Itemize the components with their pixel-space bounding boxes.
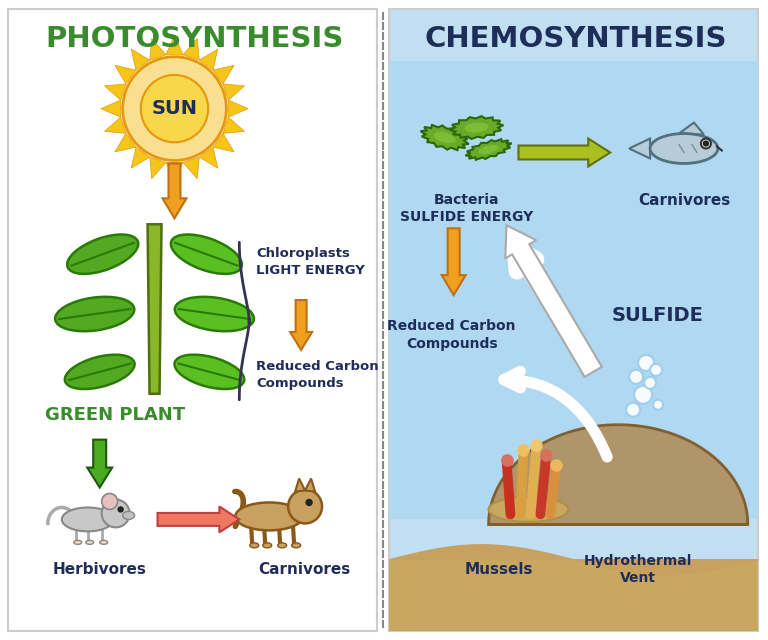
Polygon shape <box>223 84 244 100</box>
Ellipse shape <box>278 543 286 548</box>
Circle shape <box>629 370 643 384</box>
Text: CHEMOSYNTHESIS: CHEMOSYNTHESIS <box>424 25 727 53</box>
Ellipse shape <box>250 543 259 548</box>
Polygon shape <box>223 117 244 133</box>
Ellipse shape <box>488 497 568 522</box>
Circle shape <box>701 138 711 148</box>
Polygon shape <box>679 123 704 134</box>
Polygon shape <box>166 35 183 55</box>
Text: Reduced Carbon
Compounds: Reduced Carbon Compounds <box>387 319 516 351</box>
Polygon shape <box>450 116 503 139</box>
Polygon shape <box>488 425 748 524</box>
Text: PHOTOSYNTHESIS: PHOTOSYNTHESIS <box>45 25 343 53</box>
Circle shape <box>123 57 227 161</box>
Polygon shape <box>213 133 234 152</box>
Circle shape <box>141 75 208 142</box>
Text: Hydrothermal
Vent: Hydrothermal Vent <box>584 554 692 585</box>
Bar <box>389 61 758 180</box>
Circle shape <box>638 355 654 371</box>
Polygon shape <box>213 65 234 84</box>
Circle shape <box>653 400 663 410</box>
Polygon shape <box>101 100 121 117</box>
Polygon shape <box>183 38 199 60</box>
Polygon shape <box>183 157 199 179</box>
Ellipse shape <box>123 511 134 520</box>
Polygon shape <box>166 163 183 182</box>
Circle shape <box>626 403 640 417</box>
Circle shape <box>703 141 708 146</box>
FancyArrow shape <box>290 300 312 350</box>
Ellipse shape <box>86 540 94 545</box>
Polygon shape <box>150 157 166 179</box>
Circle shape <box>101 499 130 527</box>
Bar <box>389 61 758 380</box>
FancyArrow shape <box>518 138 611 166</box>
Polygon shape <box>115 65 136 84</box>
Circle shape <box>644 377 656 388</box>
Circle shape <box>288 490 322 524</box>
FancyArrow shape <box>157 506 240 532</box>
Polygon shape <box>305 479 315 492</box>
Ellipse shape <box>465 122 488 132</box>
Ellipse shape <box>100 540 108 545</box>
Ellipse shape <box>263 543 272 548</box>
Text: Mussels: Mussels <box>465 562 533 577</box>
Ellipse shape <box>235 502 303 531</box>
Ellipse shape <box>478 145 498 154</box>
Polygon shape <box>228 100 248 117</box>
Circle shape <box>650 364 662 376</box>
Polygon shape <box>150 38 166 60</box>
Ellipse shape <box>65 355 134 389</box>
Polygon shape <box>421 125 468 150</box>
Polygon shape <box>199 49 218 70</box>
Ellipse shape <box>434 132 455 143</box>
Ellipse shape <box>175 297 254 332</box>
Polygon shape <box>131 147 150 168</box>
Polygon shape <box>465 139 511 160</box>
Bar <box>389 61 758 520</box>
Ellipse shape <box>174 355 244 389</box>
Ellipse shape <box>170 234 242 274</box>
Text: SULFIDE: SULFIDE <box>612 305 704 324</box>
Ellipse shape <box>650 134 718 163</box>
Ellipse shape <box>74 540 81 545</box>
Polygon shape <box>131 49 150 70</box>
Circle shape <box>306 499 312 506</box>
Circle shape <box>101 493 118 509</box>
Bar <box>389 559 758 631</box>
Ellipse shape <box>67 234 138 274</box>
Polygon shape <box>104 84 126 100</box>
Text: Reduced Carbon
Compounds: Reduced Carbon Compounds <box>257 360 379 390</box>
Bar <box>8 9 377 631</box>
Ellipse shape <box>61 508 114 531</box>
Polygon shape <box>115 133 136 152</box>
Text: Bacteria
SULFIDE ENERGY: Bacteria SULFIDE ENERGY <box>400 193 533 224</box>
Bar <box>389 9 758 631</box>
Ellipse shape <box>292 543 300 548</box>
Text: SUN: SUN <box>151 99 197 118</box>
FancyArrow shape <box>505 225 602 377</box>
Text: Carnivores: Carnivores <box>638 193 730 208</box>
Polygon shape <box>199 147 218 168</box>
Ellipse shape <box>55 297 134 332</box>
Circle shape <box>634 386 652 404</box>
Text: Chloroplasts
LIGHT ENERGY: Chloroplasts LIGHT ENERGY <box>257 247 365 277</box>
Text: Carnivores: Carnivores <box>258 562 350 577</box>
Polygon shape <box>295 479 305 492</box>
FancyArrow shape <box>442 228 465 295</box>
Text: Herbivores: Herbivores <box>53 562 147 577</box>
FancyArrow shape <box>163 163 187 218</box>
Text: GREEN PLANT: GREEN PLANT <box>45 406 185 424</box>
Polygon shape <box>147 224 161 394</box>
FancyArrow shape <box>88 440 112 488</box>
Polygon shape <box>629 138 650 159</box>
Circle shape <box>118 507 123 512</box>
Polygon shape <box>104 117 126 133</box>
